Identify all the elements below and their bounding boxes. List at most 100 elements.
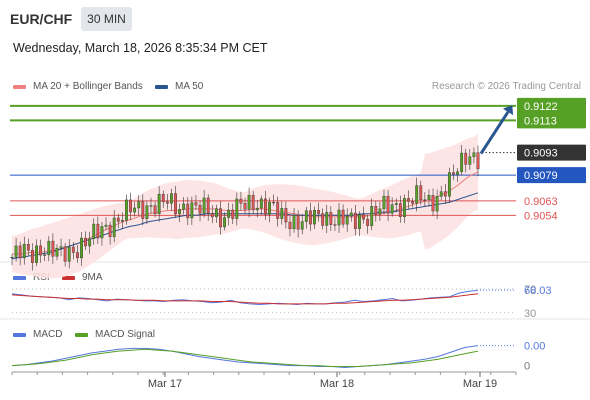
candle-body [59,246,63,249]
macd-level-label: 0 [524,361,530,373]
candle-body [411,201,415,204]
candle-body [264,198,267,215]
candle-body [63,246,67,262]
level-label-support: 0.9054 [524,210,558,222]
candle-body [317,210,320,214]
candle-body [170,193,173,204]
macd-signal-label: MACD Signal [95,329,156,340]
candle-body [125,199,128,221]
candle-body [22,244,26,259]
candle-body [358,214,361,229]
candle-body [292,215,296,230]
candle-body [129,199,132,213]
candle-body [325,212,329,226]
candle-body [75,252,79,259]
candle-body [476,152,480,170]
candle-body [378,208,382,215]
candle-body [247,195,251,210]
candle-body [403,198,406,218]
candle-body [333,224,337,226]
candle-body [227,209,231,218]
candle-body [100,226,104,239]
timeframe-selector[interactable]: 30 MIN [81,7,132,31]
candle-body [112,217,116,238]
candle-body [47,240,51,256]
candle-body [435,196,439,212]
candle-body [390,204,394,214]
candle-body [464,152,468,165]
candle-body [394,203,398,205]
candle-body [43,254,47,256]
candle-body [174,193,177,215]
candle-body [10,256,14,259]
rsi-level-label: 68.03 [524,285,552,297]
candle-body [219,208,222,228]
macd-label: MACD [33,329,63,340]
candle-body [251,195,255,211]
candle-body [296,215,300,230]
candle-body [198,204,202,214]
candle-body [468,156,472,165]
candle-body [272,201,276,204]
candle-body [194,202,198,206]
candle-body [419,185,423,200]
candle-body [447,172,451,197]
candle-body [313,210,316,225]
candle-body [26,244,30,251]
candle-body [362,214,365,220]
candle-body [345,215,349,225]
candle-body [276,202,280,219]
timestamp: Wednesday, March 18, 2026 8:35:34 PM CET [13,41,268,55]
candle-body [96,223,100,239]
candle-body [398,203,402,218]
legend-ma20: MA 20 + Bollinger Bands [13,81,143,92]
candle-body [141,201,145,219]
rsi-level-label: 30 [524,308,536,320]
candle-body [235,198,239,219]
rsi-level-label: 70 [524,284,536,296]
candle-body [341,209,345,225]
rsi-swatch [13,275,26,280]
candle-body [337,209,341,226]
ma20-label: MA 20 + Bollinger Bands [33,81,143,92]
ma20-swatch [13,84,26,89]
candle-body [18,245,22,259]
candle-body [431,195,435,212]
rsi-ma-swatch [62,275,75,280]
candle-body [349,212,353,217]
candle-body [137,201,141,209]
macd-swatch [13,332,26,337]
candle-body [415,185,419,204]
x-tick-label: Mar 19 [463,378,497,390]
candle-body [186,203,190,219]
last-price-label-bg [517,144,586,161]
rsi-ma-label: 9MA [82,272,103,283]
legend-macd: MACD [13,329,62,340]
candle-body [231,209,235,219]
macd-signal-line [11,348,479,367]
candle-body [259,198,263,209]
candle-body [39,245,43,256]
candle-body [382,196,386,210]
candle-body [182,203,186,210]
candle-body [407,198,410,202]
candle-body [80,237,83,259]
candle-body [202,197,206,214]
candle-body [255,207,259,211]
candle-body [239,198,243,204]
candle-body [67,246,71,262]
candle-body [366,218,370,226]
candle-body [120,220,124,222]
level-label-support: 0.9063 [524,196,558,208]
candle-body [353,212,357,229]
candle-body [31,250,34,263]
legend-macd-signal: MACD Signal [75,329,155,340]
candle-body [288,221,292,230]
candle-body [370,206,374,226]
level-label-pivot: 0.9079 [524,170,558,182]
candle-body [321,213,325,226]
level-label-resistance-bg [517,112,586,129]
candle-body [88,238,92,247]
